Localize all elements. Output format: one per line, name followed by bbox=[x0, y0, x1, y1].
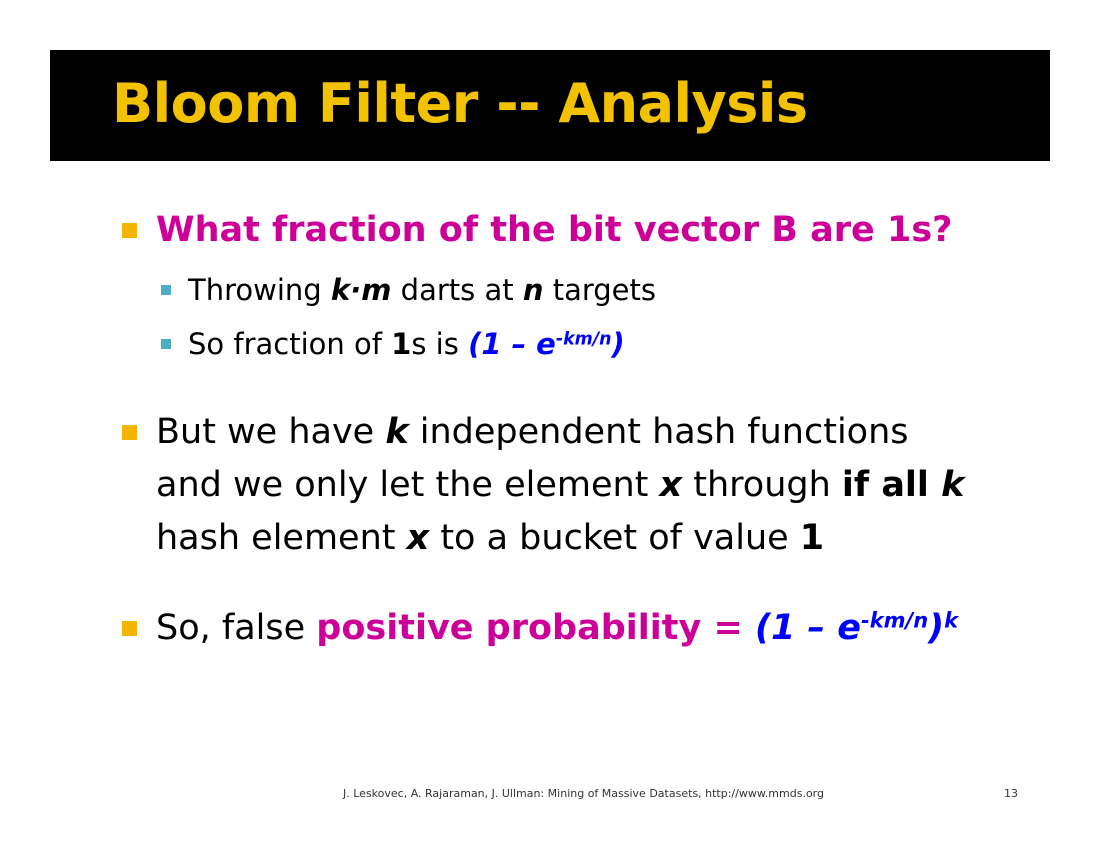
fraction-formula: (1 – e-km/n) bbox=[468, 327, 625, 361]
text: So fraction of bbox=[188, 327, 392, 361]
bullet-false-positive: So, false positive probability = (1 – e-… bbox=[156, 602, 958, 654]
sub-bullet-marker bbox=[161, 339, 171, 349]
footer-citation: J. Leskovec, A. Rajaraman, J. Ullman: Mi… bbox=[343, 787, 824, 800]
text: to a bucket of value bbox=[429, 518, 800, 558]
text: and we only let the element bbox=[156, 465, 660, 505]
var-n: n bbox=[522, 273, 544, 307]
slide-title: Bloom Filter -- Analysis bbox=[112, 72, 808, 135]
text: hash element bbox=[156, 518, 407, 558]
one-bold: 1 bbox=[391, 327, 412, 361]
one-bold: 1 bbox=[799, 518, 825, 558]
sub-bullet-fraction: So fraction of 1s is (1 – e-km/n) bbox=[188, 324, 625, 364]
highlight-phrase: positive probability bbox=[316, 608, 702, 648]
bullet-marker bbox=[122, 223, 137, 238]
page-number: 13 bbox=[1004, 787, 1018, 800]
title-bar: Bloom Filter -- Analysis bbox=[50, 50, 1050, 161]
var-km: k·m bbox=[330, 273, 392, 307]
bullet-hash-line-2: and we only let the element x through if… bbox=[156, 459, 964, 511]
formula-exponent: -km/n bbox=[860, 608, 929, 633]
bullet-hash-line-3: hash element x to a bucket of value 1 bbox=[156, 512, 824, 564]
false-positive-formula: (1 – e-km/n)k bbox=[755, 608, 958, 648]
var-x: x bbox=[659, 465, 683, 505]
text: targets bbox=[543, 273, 656, 307]
text: But we have bbox=[156, 412, 386, 452]
text: through bbox=[682, 465, 842, 505]
formula-open: (1 – e bbox=[468, 327, 556, 361]
formula-close: ) bbox=[928, 608, 945, 648]
formula-open: (1 – e bbox=[755, 608, 861, 648]
var-k: k bbox=[941, 465, 965, 505]
if-all: if all bbox=[841, 465, 942, 505]
bullet-marker bbox=[122, 621, 137, 636]
bullet-hash-line-1: But we have k independent hash functions bbox=[156, 406, 909, 458]
text: s is bbox=[411, 327, 469, 361]
var-x: x bbox=[406, 518, 430, 558]
equals-sign: = bbox=[701, 608, 756, 648]
text: darts at bbox=[391, 273, 523, 307]
sub-bullet-marker bbox=[161, 285, 171, 295]
text: So, false bbox=[156, 608, 317, 648]
formula-exponent: -km/n bbox=[555, 329, 612, 350]
bullet-question: What fraction of the bit vector B are 1s… bbox=[156, 210, 953, 250]
sub-bullet-darts: Throwing k·m darts at n targets bbox=[188, 270, 656, 310]
text: independent hash functions bbox=[408, 412, 909, 452]
formula-power: k bbox=[944, 608, 959, 633]
bullet-marker bbox=[122, 425, 137, 440]
text: Throwing bbox=[188, 273, 331, 307]
formula-close: ) bbox=[611, 327, 625, 361]
var-k: k bbox=[385, 412, 409, 452]
